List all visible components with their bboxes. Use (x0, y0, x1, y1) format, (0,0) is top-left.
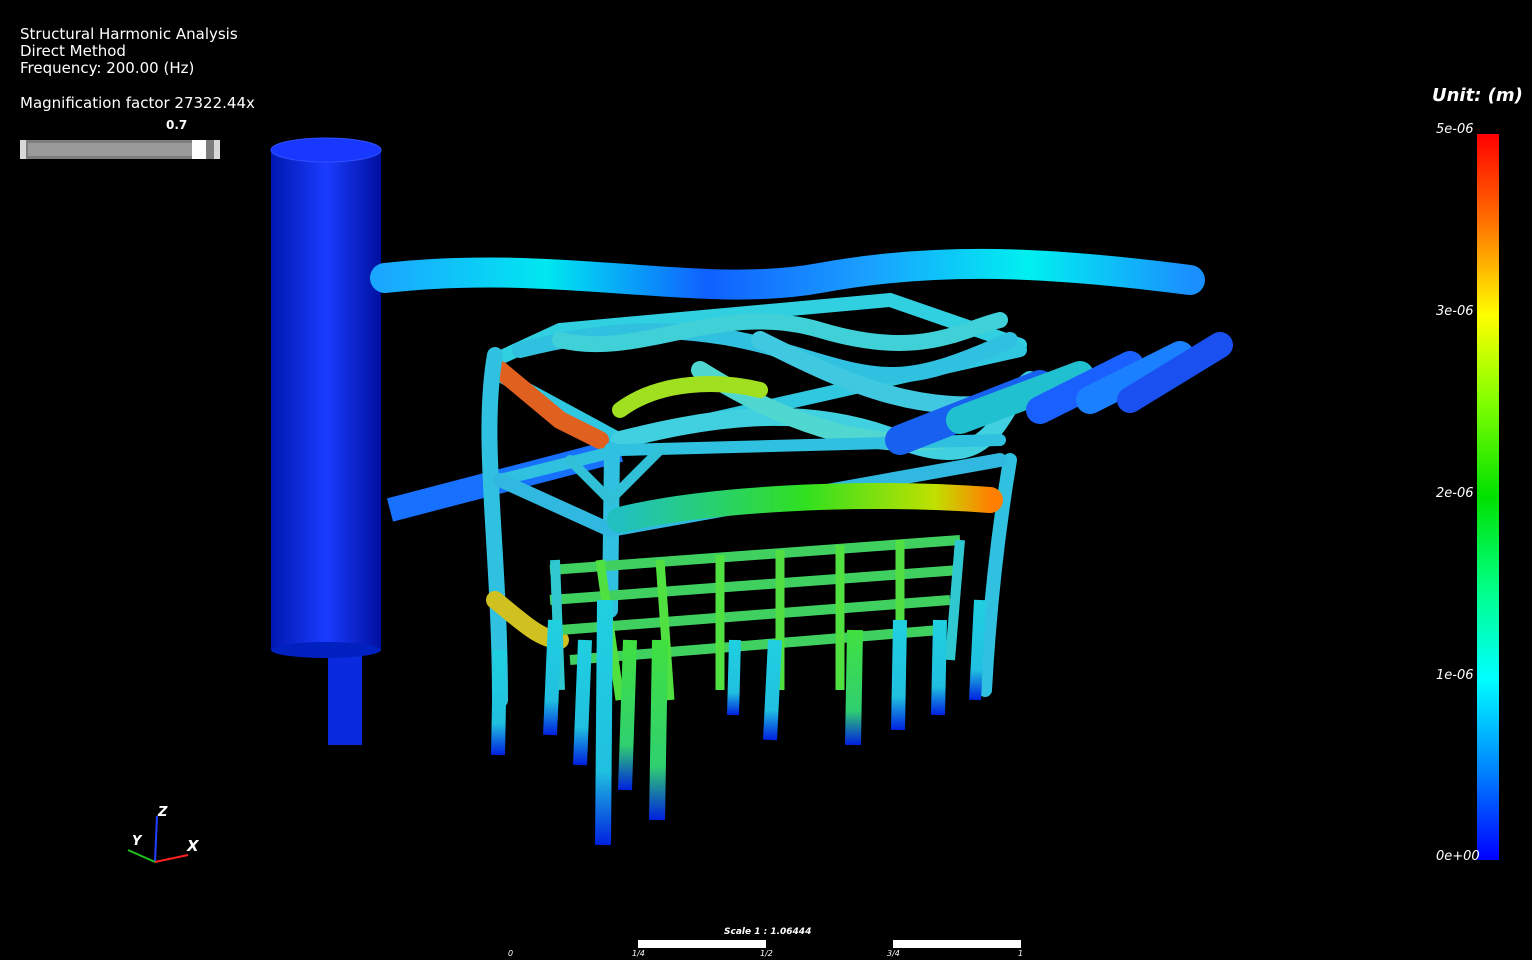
x-axis-label: X (186, 837, 200, 855)
scale-bar-segment-4 (893, 940, 1021, 948)
legend-colorbar (1477, 134, 1499, 860)
slider-right-cap[interactable] (214, 140, 220, 159)
scale-label: Scale 1 : 1.06444 (724, 927, 812, 937)
outlet-pipes (885, 332, 1233, 455)
legend-tick-1e: 1e-06 (1436, 668, 1474, 683)
z-axis-line (154, 815, 158, 863)
legend-tick-2e: 2e-06 (1436, 486, 1474, 501)
scale-tick-three-quarter: 3/4 (887, 949, 900, 958)
x-axis-line (154, 854, 189, 863)
slider-left-cap[interactable] (20, 140, 26, 159)
scale-tick-quarter: 1/4 (632, 949, 645, 958)
legend-tick-min: 0e+00 (1436, 849, 1480, 864)
legend-unit-title: Unit: (m) (1432, 85, 1523, 106)
scale-tick-0: 0 (508, 949, 514, 958)
magnification-slider[interactable] (20, 140, 220, 159)
legend-tick-3e: 3e-06 (1436, 304, 1474, 319)
slider-fill (28, 143, 206, 156)
slider-value-label: 0.7 (166, 118, 188, 132)
y-axis-line (127, 849, 156, 863)
analysis-info: Structural Harmonic Analysis Direct Meth… (20, 26, 238, 77)
vertical-tank (270, 137, 382, 745)
analysis-frequency: Frequency: 200.00 (Hz) (20, 59, 195, 77)
magnification-factor: Magnification factor 27322.44x (20, 94, 255, 112)
analysis-method: Direct Method (20, 42, 126, 60)
frame-structure (481, 292, 1039, 708)
scale-tick-1: 1 (1018, 949, 1024, 958)
analysis-title: Structural Harmonic Analysis (20, 25, 238, 43)
z-axis-label: Z (157, 805, 168, 820)
scale-bar-segment-2 (638, 940, 766, 948)
scale-tick-half: 1/2 (760, 949, 773, 958)
axis-triad: Z X Y (127, 805, 200, 863)
slider-knob[interactable] (192, 140, 206, 159)
support-legs (491, 599, 986, 846)
y-axis-label: Y (132, 834, 143, 849)
legend-tick-max: 5e-06 (1436, 122, 1474, 137)
top-pipe (370, 248, 1205, 300)
